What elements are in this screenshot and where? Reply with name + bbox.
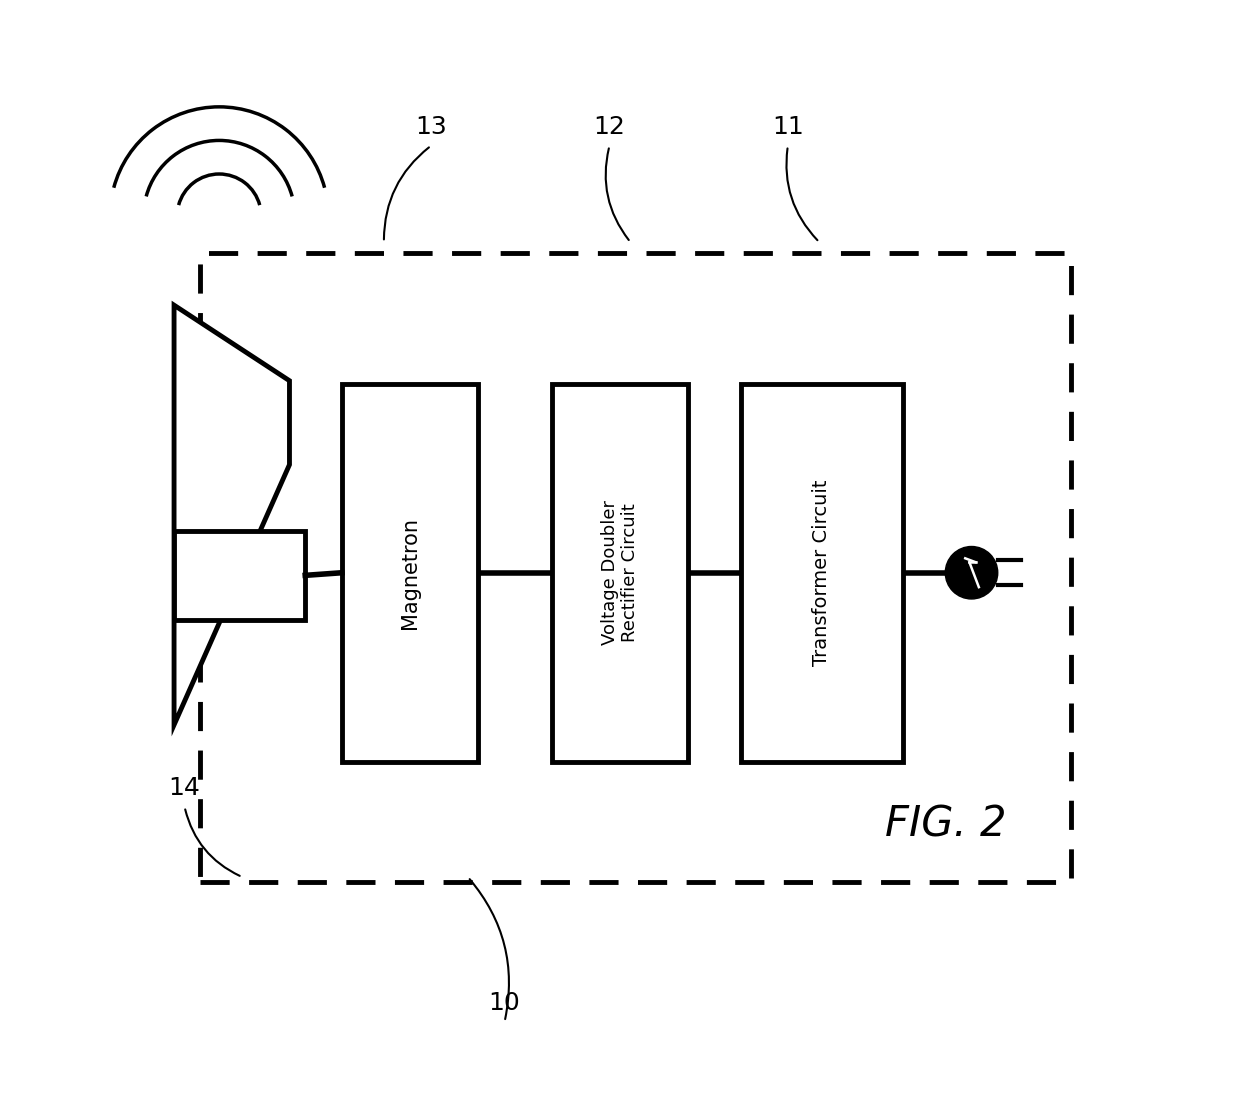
Text: 14: 14 xyxy=(169,776,201,800)
Circle shape xyxy=(945,546,998,599)
Bar xyxy=(174,531,305,620)
Text: 12: 12 xyxy=(594,115,625,139)
Bar xyxy=(342,384,479,762)
Text: FIG. 2: FIG. 2 xyxy=(884,803,1006,846)
Bar xyxy=(201,252,1071,882)
Text: 10: 10 xyxy=(489,991,521,1015)
Text: Voltage Doubler
Rectifier Circuit: Voltage Doubler Rectifier Circuit xyxy=(600,501,640,645)
Text: 13: 13 xyxy=(415,115,446,139)
Polygon shape xyxy=(174,305,289,725)
Bar xyxy=(552,384,688,762)
Text: Transformer Circuit: Transformer Circuit xyxy=(812,480,832,666)
Bar xyxy=(740,384,903,762)
Text: 11: 11 xyxy=(773,115,804,139)
Text: Magnetron: Magnetron xyxy=(401,517,420,628)
